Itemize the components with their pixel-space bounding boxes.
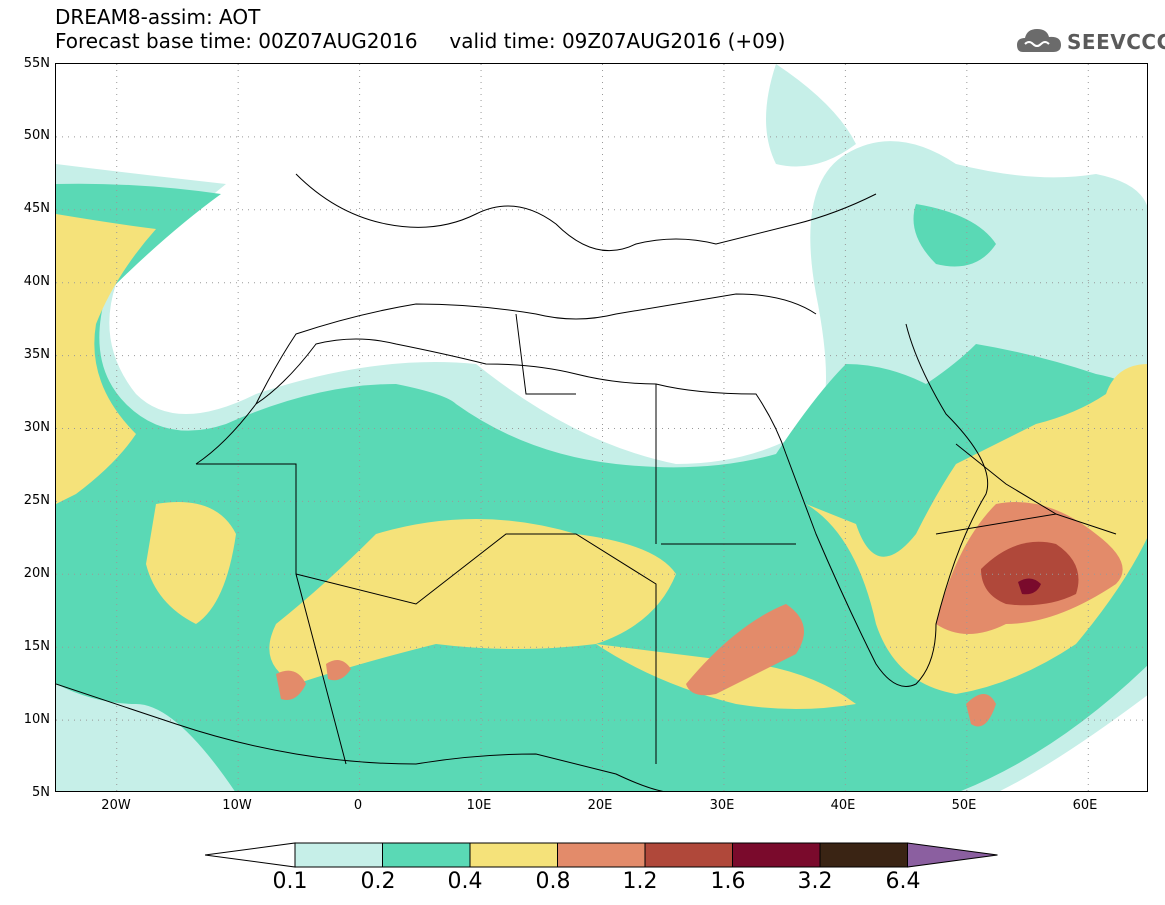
- lat-label-55n: 55N: [23, 56, 50, 71]
- cloud-icon: [1017, 29, 1061, 52]
- lon-label-50e: 50E: [951, 798, 977, 813]
- logo-text: SEEVCCC: [1067, 30, 1165, 54]
- aot-contour-1-6: [1018, 578, 1041, 595]
- colorbar-label-1-2: 1.2: [622, 869, 658, 894]
- colorbar-segment: [294, 842, 383, 868]
- aot-map: [55, 63, 1148, 792]
- map-coastlines: [56, 173, 1117, 791]
- colorbar-segment: [382, 842, 471, 868]
- lat-label-50n: 50N: [23, 128, 50, 143]
- colorbar-over-arrow: [907, 842, 998, 868]
- lat-label-40n: 40N: [23, 274, 50, 289]
- colorbar-label-6-4: 6.4: [885, 869, 921, 894]
- colorbar-segment: [819, 842, 908, 868]
- colorbar-segment: [644, 842, 733, 868]
- map-title: DREAM8-assim: AOT: [55, 5, 261, 29]
- lon-label-10e: 10E: [466, 798, 492, 813]
- lat-label-5n: 5N: [32, 785, 50, 800]
- lat-label-25n: 25N: [23, 493, 50, 508]
- colorbar-label-3-2: 3.2: [797, 869, 833, 894]
- colorbar-label-1-6: 1.6: [710, 869, 746, 894]
- lat-label-20n: 20N: [23, 566, 50, 581]
- lon-label-30e: 30E: [709, 798, 735, 813]
- colorbar-label-0-2: 0.2: [360, 869, 396, 894]
- lat-label-30n: 30N: [23, 420, 50, 435]
- map-canvas: [56, 64, 1147, 791]
- lon-label-20w: 20W: [101, 798, 131, 813]
- lat-label-15n: 15N: [23, 639, 50, 654]
- colorbar-segment: [732, 842, 821, 868]
- colorbar: [205, 842, 998, 868]
- aot-contour-1-2: [981, 541, 1079, 606]
- lon-label-60e: 60E: [1072, 798, 1098, 813]
- lat-label-10n: 10N: [23, 712, 50, 727]
- seevccc-logo: SEEVCCC: [1015, 24, 1165, 58]
- colorbar-segment: [469, 842, 558, 868]
- lat-label-45n: 45N: [23, 201, 50, 216]
- map-subtitle-times: Forecast base time: 00Z07AUG2016 valid t…: [55, 29, 786, 53]
- colorbar-label-0-4: 0.4: [447, 869, 483, 894]
- lat-label-35n: 35N: [23, 347, 50, 362]
- colorbar-segment: [557, 842, 646, 868]
- lon-label-40e: 40E: [830, 798, 856, 813]
- lon-label-10w: 10W: [222, 798, 252, 813]
- map-gridlines: [56, 64, 1147, 791]
- colorbar-label-0-8: 0.8: [535, 869, 571, 894]
- colorbar-label-0-1: 0.1: [272, 869, 308, 894]
- lon-label-0: 0: [353, 798, 363, 813]
- colorbar-under-arrow: [205, 842, 296, 868]
- lon-label-20e: 20E: [587, 798, 613, 813]
